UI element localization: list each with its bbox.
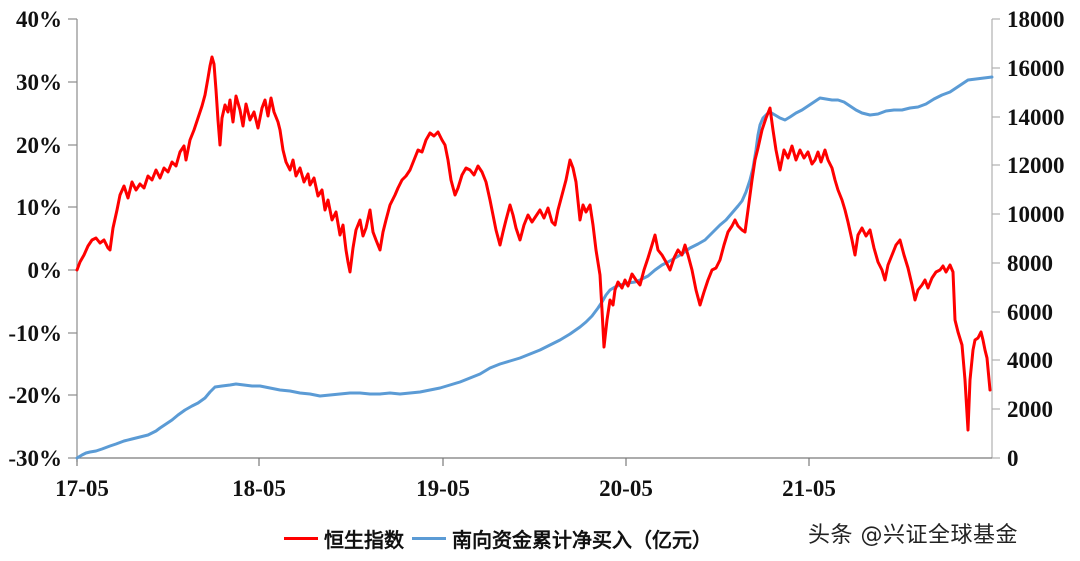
right-tick-label: 6000: [1007, 300, 1053, 325]
left-tick-label: 30%: [16, 70, 62, 95]
x-axis-ticks: [76, 458, 810, 466]
legend-label: 恒生指数: [324, 528, 404, 552]
left-tick-label: 20%: [16, 133, 62, 158]
southbound-cumulative-line: [75, 75, 994, 460]
legend-swatch-red: [284, 537, 318, 540]
left-tick-label: -10%: [8, 321, 62, 346]
right-tick-label: 8000: [1007, 251, 1053, 276]
x-tick-label: 19-05: [416, 476, 470, 501]
legend-swatch-blue: [412, 537, 446, 540]
right-tick-label: 18000: [1007, 7, 1065, 32]
legend-item-southbound: 南向资金累计净买入（亿元）: [412, 524, 712, 553]
right-axis-ticks: [992, 18, 1000, 459]
right-tick-label: 0: [1007, 446, 1019, 471]
x-tick-label: 20-05: [599, 476, 653, 501]
x-tick-label: 18-05: [232, 476, 286, 501]
chart-legend: 恒生指数 南向资金累计净买入（亿元）: [284, 524, 720, 553]
right-tick-label: 12000: [1007, 153, 1065, 178]
watermark: 头条 @兴证全球基金: [808, 523, 1018, 548]
right-axis-labels: 18000 16000 14000 12000 10000 8000 6000 …: [1007, 7, 1065, 471]
x-tick-label: 21-05: [782, 476, 836, 501]
right-tick-label: 4000: [1007, 348, 1053, 373]
left-tick-label: 10%: [16, 195, 62, 220]
right-tick-label: 2000: [1007, 397, 1053, 422]
x-axis-labels: 17-05 18-05 19-05 20-05 21-05: [55, 476, 836, 501]
left-tick-label: -20%: [8, 383, 62, 408]
x-tick-label: 17-05: [55, 476, 109, 501]
left-tick-label: 0%: [28, 258, 63, 283]
left-axis-ticks: [68, 18, 77, 459]
right-tick-label: 14000: [1007, 105, 1065, 130]
left-tick-label: -30%: [8, 446, 62, 471]
left-axis-labels: 40% 30% 20% 10% 0% -10% -20% -30%: [8, 7, 62, 471]
right-tick-label: 10000: [1007, 202, 1065, 227]
right-tick-label: 16000: [1007, 56, 1065, 81]
legend-label: 南向资金累计净买入（亿元）: [452, 528, 712, 552]
hang-seng-index-line: [75, 55, 992, 432]
legend-item-hang-seng: 恒生指数: [284, 524, 404, 553]
left-tick-label: 40%: [16, 7, 62, 32]
